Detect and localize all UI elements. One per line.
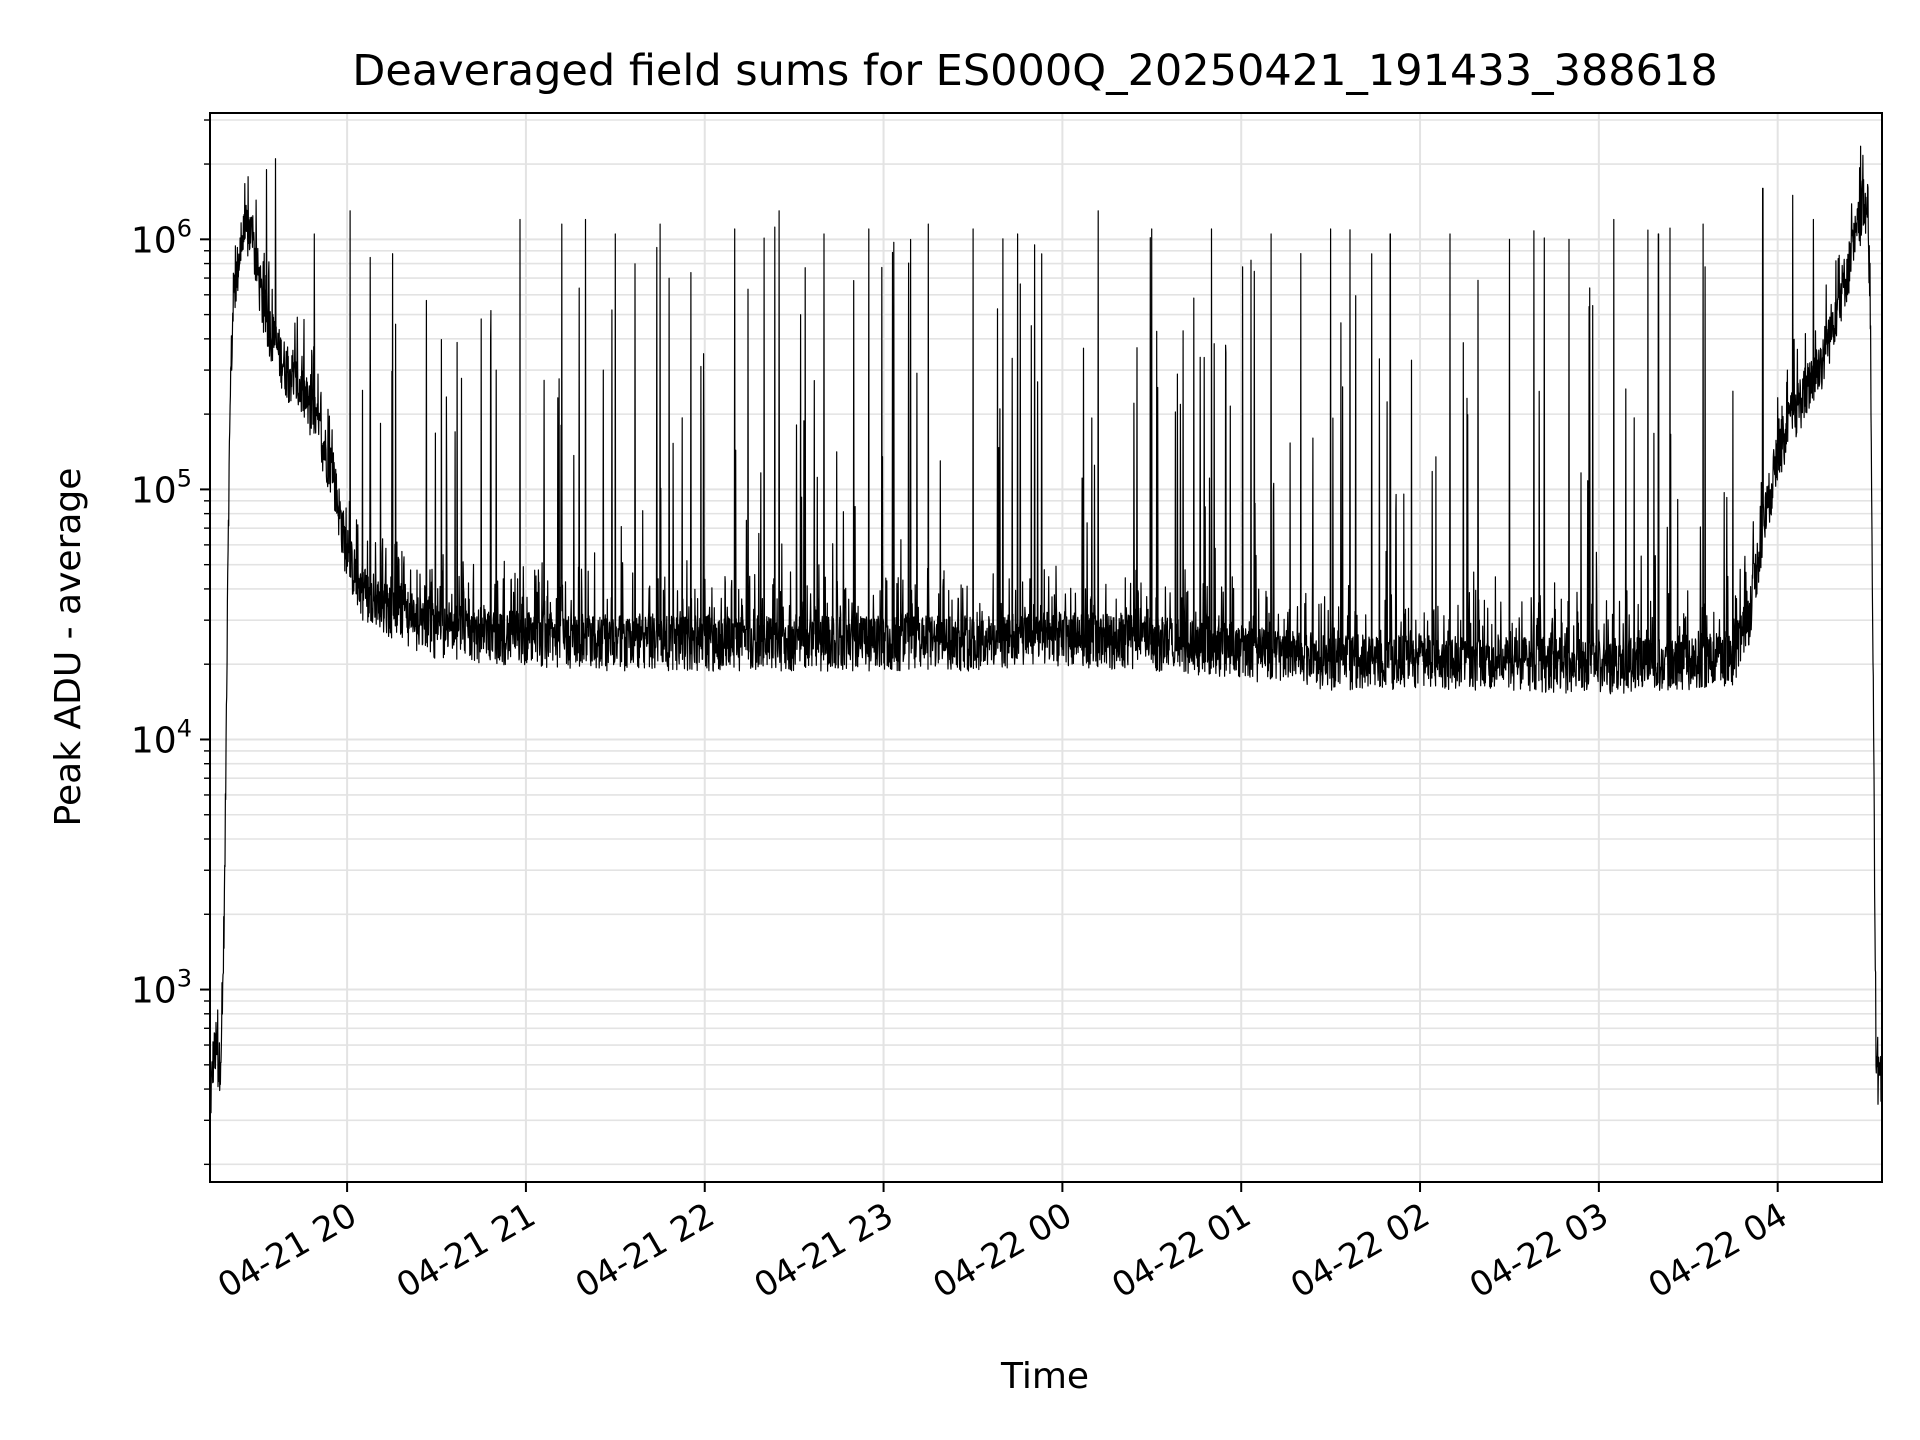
y-tick-label: 106 bbox=[131, 214, 192, 261]
series-layer bbox=[209, 145, 1883, 1114]
y-tick-exponent: 3 bbox=[177, 965, 192, 993]
y-tick-base: 10 bbox=[131, 220, 177, 261]
y-tick-label: 103 bbox=[131, 965, 192, 1012]
x-axis-label: Time bbox=[1000, 1356, 1089, 1397]
y-axis-label: Peak ADU - average bbox=[48, 468, 89, 827]
y-tick-base: 10 bbox=[131, 720, 177, 761]
y-tick-label: 105 bbox=[131, 464, 192, 511]
y-tick-base: 10 bbox=[131, 470, 177, 511]
grid bbox=[210, 113, 1882, 1182]
y-tick-exponent: 5 bbox=[177, 464, 192, 492]
chart-title: Deaveraged field sums for ES000Q_2025042… bbox=[352, 46, 1717, 96]
y-tick-exponent: 4 bbox=[177, 714, 192, 742]
series-line bbox=[209, 145, 1883, 1114]
y-tick-exponent: 6 bbox=[177, 214, 192, 242]
y-tick-label: 104 bbox=[131, 714, 192, 761]
y-tick-base: 10 bbox=[131, 971, 177, 1012]
plot-frame bbox=[209, 112, 1883, 1183]
